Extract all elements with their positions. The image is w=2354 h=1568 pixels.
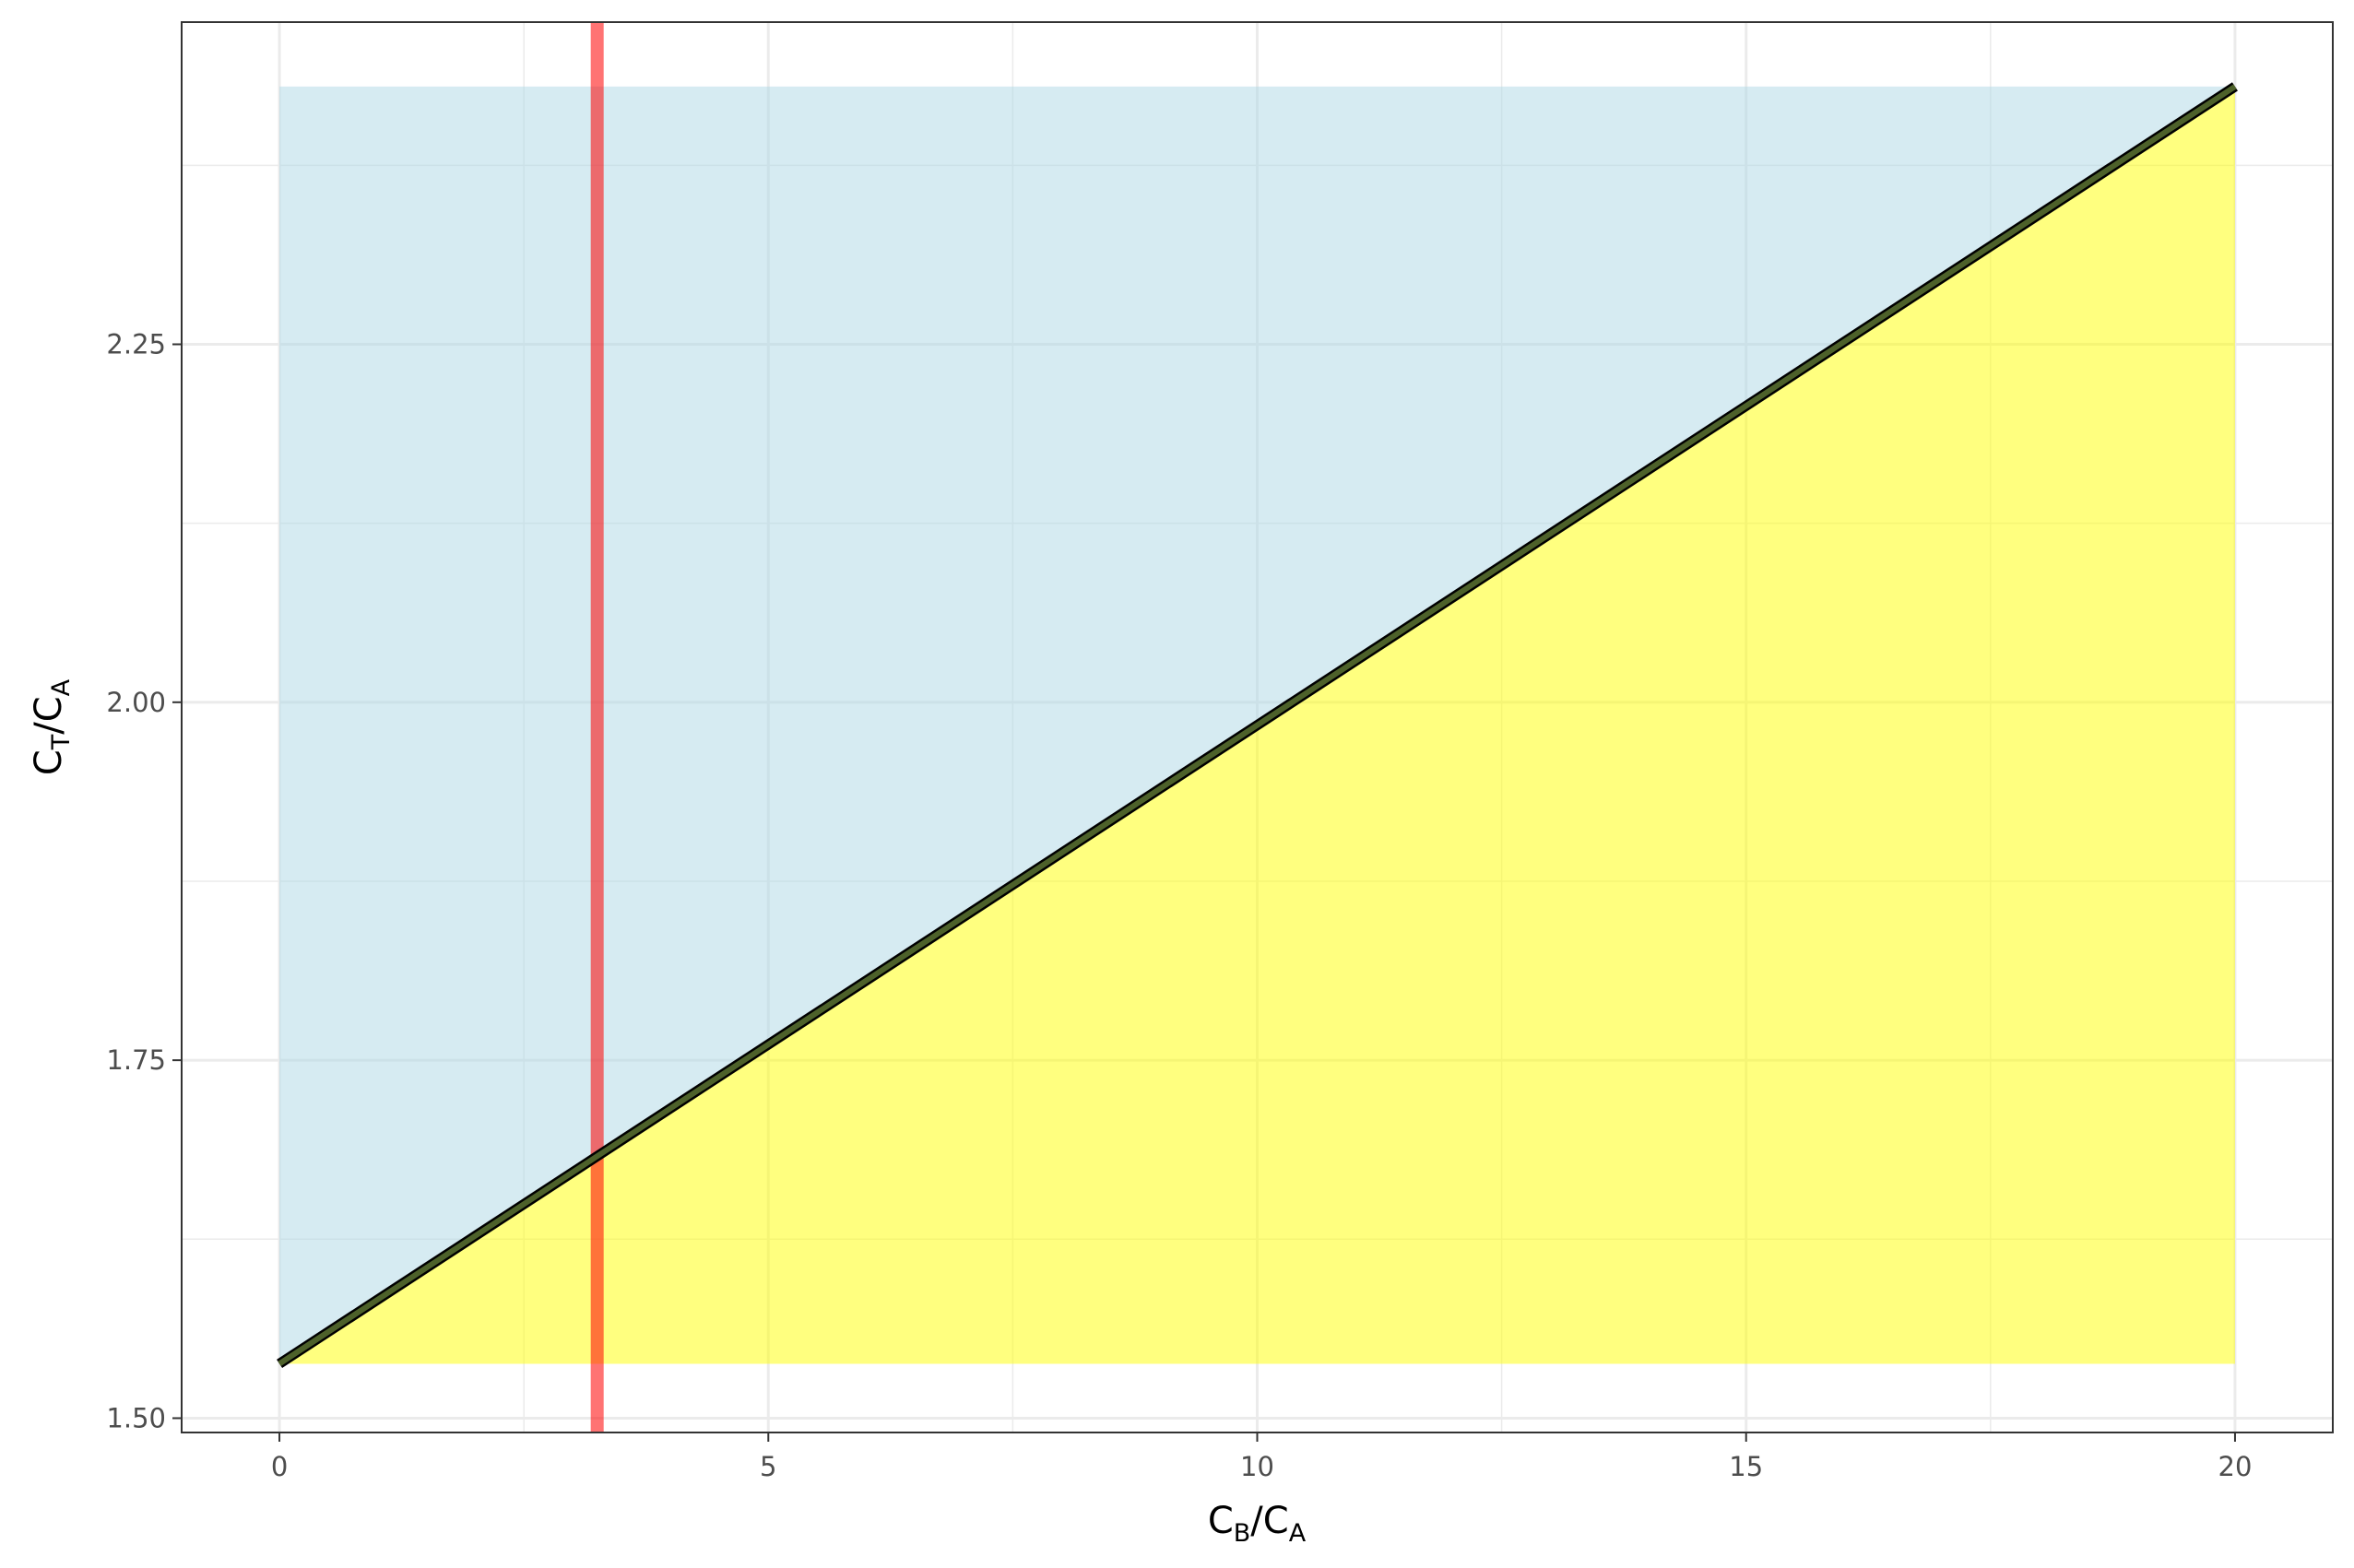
series (277, 82, 2238, 1369)
x-tick-label: 5 (760, 1451, 776, 1482)
x-tick-label: 0 (271, 1451, 288, 1482)
x-axis: 0 5 10 15 20 (271, 1432, 2253, 1482)
y-axis-title: CT/CA (28, 678, 76, 775)
y-tick-label: 2.00 (106, 687, 166, 718)
x-tick-label: 15 (1729, 1451, 1763, 1482)
x-tick-label: 10 (1240, 1451, 1274, 1482)
y-tick-label: 2.25 (106, 328, 166, 360)
y-axis: 1.50 1.75 2.00 2.25 (106, 328, 182, 1433)
series-line (278, 84, 2237, 1366)
y-tick-label: 1.75 (106, 1044, 166, 1076)
y-tick-label: 1.50 (106, 1402, 166, 1433)
x-tick-label: 20 (2218, 1451, 2253, 1482)
x-axis-title: CB/CA (1208, 1500, 1307, 1548)
